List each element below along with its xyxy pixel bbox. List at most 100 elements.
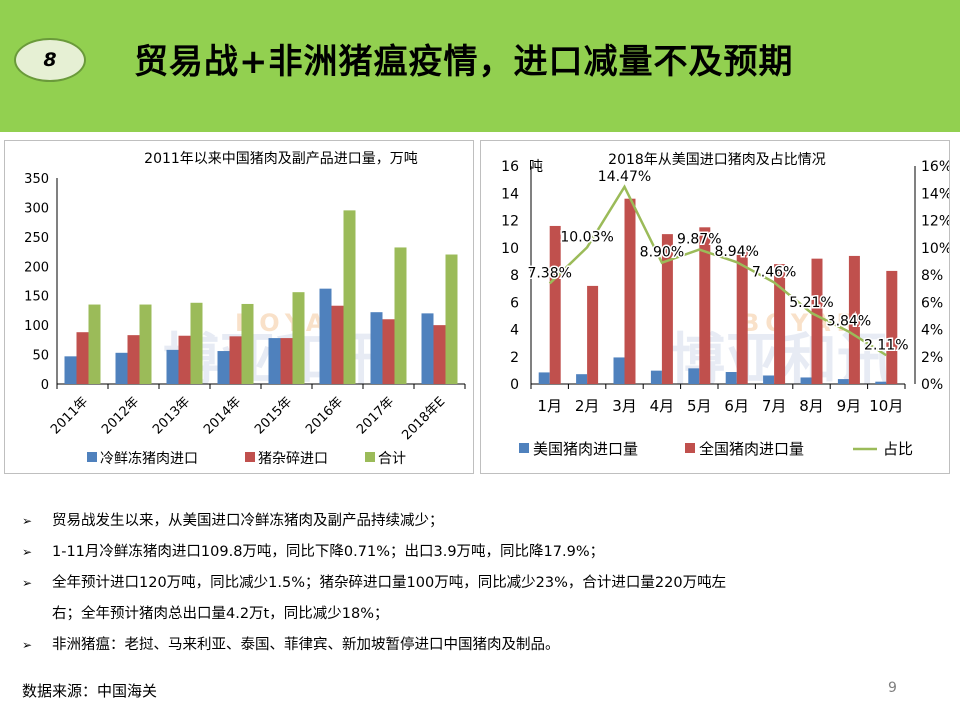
x-tick-label: 9月: [837, 397, 862, 415]
x-tick-label: 6月: [724, 397, 749, 415]
legend-label: 占比: [883, 440, 913, 458]
y-tick-label: 150: [24, 290, 49, 305]
data-label: 5.21%: [789, 295, 833, 311]
bar: [774, 264, 786, 384]
y-tick-label: 6: [510, 295, 519, 311]
bar: [166, 349, 179, 384]
bar: [613, 357, 625, 384]
data-label: 9.87%: [677, 232, 721, 248]
bar: [229, 336, 242, 384]
slide-number-badge: 8: [14, 38, 86, 82]
x-tick-label: 2013年: [150, 394, 193, 437]
y-tick-label: 2: [510, 350, 519, 366]
bar: [127, 335, 140, 384]
bar: [433, 325, 446, 384]
chart-title: 2018年从美国进口猪肉及占比情况: [608, 152, 826, 168]
bar: [576, 374, 588, 384]
legend-label: 冷鲜冻猪肉进口: [100, 450, 198, 467]
bar: [421, 313, 434, 384]
bar: [190, 302, 203, 384]
x-tick-label: 2月: [575, 397, 600, 415]
legend-label: 美国猪肉进口量: [533, 440, 638, 458]
bar: [394, 247, 407, 384]
watermark-latin: BOYAR: [741, 309, 861, 337]
x-tick-label: 10月: [869, 397, 903, 415]
bar: [115, 352, 128, 384]
legend-swatch: [87, 452, 97, 462]
arrow-bullet-icon: ➢: [22, 576, 33, 590]
x-tick-label: 2017年: [354, 394, 397, 437]
x-tick-label: 2011年: [48, 394, 91, 437]
bullet-item: ➢ 非洲猪瘟：老挝、马来利亚、泰国、菲律宾、新加坡暂停进口中国猪肉及制品。: [22, 630, 942, 661]
bar: [736, 250, 748, 384]
bar: [875, 381, 887, 384]
arrow-bullet-icon: ➢: [22, 638, 33, 652]
bullet-list: ➢ 贸易战发生以来，从美国进口冷鲜冻猪肉及副产品持续减少； ➢ 1-11月冷鲜冻猪肉…: [22, 506, 942, 661]
legend-label: 猪杂碎进口: [258, 451, 328, 467]
arrow-bullet-icon: ➢: [22, 514, 33, 528]
bar: [217, 351, 230, 384]
data-label: 2.11%: [864, 337, 908, 353]
bar: [370, 312, 383, 384]
data-label: 8.94%: [714, 244, 758, 260]
bullet-continuation: 右；全年预计猪肉总出口量4.2万t，同比减少18%；: [52, 606, 389, 622]
y2-tick-label: 8%: [921, 268, 943, 284]
chart-title: 2011年以来中国猪肉及副产品进口量，万吨: [144, 151, 418, 167]
bar: [848, 255, 860, 384]
y-tick-label: 10: [501, 241, 519, 257]
x-tick-label: 2014年: [201, 394, 244, 437]
y-tick-label: 300: [24, 201, 49, 216]
y2-tick-label: 14%: [921, 186, 949, 202]
chart-panel-imports: 博亚和讯BOYAR0501001502002503003502011年2012年…: [4, 140, 474, 474]
bar: [178, 335, 191, 384]
y2-tick-label: 16%: [921, 159, 949, 175]
bar: [650, 370, 662, 384]
slide-number: 8: [43, 49, 57, 71]
y-tick-label: 4: [510, 323, 519, 339]
legend-swatch: [519, 443, 529, 453]
legend-label: 合计: [378, 451, 406, 467]
bar: [886, 270, 898, 384]
ratio-line: [548, 184, 887, 357]
x-tick-label: 1月: [537, 397, 562, 415]
bar: [445, 254, 458, 384]
y-tick-label: 250: [24, 231, 49, 246]
x-tick-label: 8月: [799, 397, 824, 415]
x-tick-label: 5月: [687, 397, 712, 415]
bar: [549, 225, 561, 384]
legend-swatch: [245, 452, 255, 462]
y-tick-label: 16: [501, 159, 519, 175]
bullet-item: ➢ 全年预计进口120万吨，同比减少1.5%；猪杂碎进口量100万吨，同比减少23…: [22, 568, 942, 599]
page-number: 9: [888, 680, 897, 696]
y-tick-label: 200: [24, 260, 49, 275]
y-tick-label: 0: [41, 378, 49, 393]
data-label: 3.84%: [827, 314, 871, 330]
y-tick-label: 50: [32, 349, 49, 364]
y-tick-label: 0: [510, 377, 519, 393]
bar: [837, 379, 849, 384]
bullet-text: 非洲猪瘟：老挝、马来利亚、泰国、菲律宾、新加坡暂停进口中国猪肉及制品。: [52, 637, 560, 653]
legend-swatch: [365, 452, 375, 462]
bar: [292, 292, 305, 384]
bar: [811, 258, 823, 384]
chart-china-pork-imports: 博亚和讯BOYAR0501001502002503003502011年2012年…: [24, 151, 466, 467]
bar: [688, 368, 700, 384]
bar: [661, 234, 673, 384]
chart-panel-us-imports: 博亚和讯BOYAR0246810121416吨0%2%4%6%8%10%12%1…: [480, 140, 950, 474]
data-label: 7.46%: [752, 264, 796, 280]
bar: [331, 305, 344, 384]
x-tick-label: 7月: [762, 397, 787, 415]
bar: [88, 304, 101, 384]
x-tick-label: 2015年: [252, 394, 295, 437]
bar: [343, 210, 356, 384]
y-unit-label: 吨: [529, 159, 543, 175]
bar: [319, 288, 332, 384]
bar: [699, 227, 711, 384]
bar: [241, 303, 254, 384]
data-label: 8.90%: [640, 245, 684, 261]
x-tick-label: 2016年: [303, 394, 346, 437]
y2-tick-label: 12%: [921, 214, 949, 230]
bar: [268, 338, 281, 384]
x-tick-label: 2012年: [99, 394, 142, 437]
bullet-text: 1-11月冷鲜冻猪肉进口109.8万吨，同比下降0.71%；出口3.9万吨，同比…: [52, 544, 605, 560]
